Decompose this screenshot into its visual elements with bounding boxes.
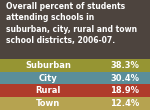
Text: Rural: Rural <box>35 86 61 95</box>
Text: 12.4%: 12.4% <box>110 99 139 108</box>
Text: 18.9%: 18.9% <box>110 86 139 95</box>
Text: Suburban: Suburban <box>25 61 71 70</box>
Text: 38.3%: 38.3% <box>110 61 139 70</box>
Text: Overall percent of students
attending schools in
suburban, city, rural and town
: Overall percent of students attending sc… <box>6 2 137 45</box>
Text: 30.4%: 30.4% <box>110 73 139 82</box>
Text: City: City <box>39 73 57 82</box>
Text: Town: Town <box>36 99 60 108</box>
